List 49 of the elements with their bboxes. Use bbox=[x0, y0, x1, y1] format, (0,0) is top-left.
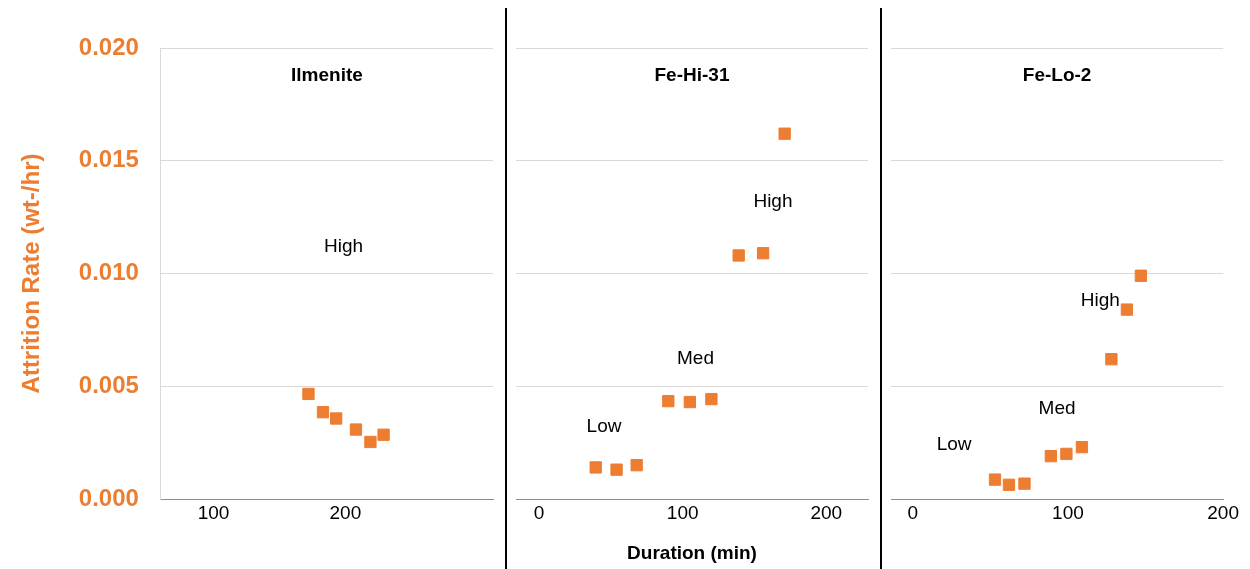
point bbox=[610, 463, 623, 476]
point bbox=[330, 412, 343, 425]
x-tick-label: 200 bbox=[1207, 501, 1239, 523]
point bbox=[377, 428, 390, 441]
annotation: Low bbox=[586, 415, 622, 437]
y-tick-label: 0.020 bbox=[78, 32, 139, 60]
point bbox=[1075, 440, 1089, 454]
point bbox=[302, 387, 315, 401]
point bbox=[1134, 269, 1148, 282]
annotation: Low bbox=[936, 433, 972, 455]
point bbox=[1060, 447, 1073, 461]
x-tick-label: 100 bbox=[666, 501, 699, 523]
text: Fe-Lo-2 bbox=[1022, 64, 1092, 86]
annotation: Med bbox=[1038, 397, 1076, 419]
point bbox=[316, 406, 330, 419]
annotation: Med bbox=[677, 347, 714, 369]
x-tick-label: 200 bbox=[329, 501, 362, 523]
annotation: High bbox=[753, 189, 793, 211]
y-tick-label: 0.015 bbox=[78, 145, 139, 173]
annotation: High bbox=[324, 234, 364, 256]
point bbox=[1018, 477, 1031, 490]
point bbox=[705, 392, 718, 406]
x-tick-label: 0 bbox=[907, 501, 919, 523]
annotation: High bbox=[1080, 288, 1120, 310]
x-axis-title: Duration (min) bbox=[627, 541, 757, 563]
point bbox=[683, 395, 696, 409]
x-tick-label: 100 bbox=[1052, 501, 1084, 523]
x-tick-label: 100 bbox=[197, 501, 230, 523]
point bbox=[988, 473, 1002, 486]
y-tick-label: 0.010 bbox=[78, 258, 139, 286]
point bbox=[589, 461, 602, 474]
point bbox=[662, 394, 675, 408]
text: Fe-Hi-31 bbox=[654, 64, 730, 86]
y-tick-label: 0.005 bbox=[78, 370, 139, 398]
point bbox=[1120, 303, 1134, 316]
point bbox=[778, 127, 791, 140]
y-tick-label: 0.000 bbox=[78, 483, 139, 511]
y-axis-title: Attrition Rate (wt-/hr) bbox=[17, 153, 45, 394]
point bbox=[630, 459, 643, 472]
point bbox=[756, 247, 770, 260]
x-tick-label: 0 bbox=[533, 501, 545, 523]
x-tick-label: 200 bbox=[810, 501, 843, 523]
text: Ilmenite bbox=[291, 64, 363, 86]
point bbox=[364, 435, 377, 449]
point bbox=[1002, 478, 1016, 491]
point bbox=[349, 423, 363, 436]
point bbox=[1044, 450, 1058, 463]
point bbox=[1105, 353, 1118, 366]
point bbox=[732, 249, 745, 262]
